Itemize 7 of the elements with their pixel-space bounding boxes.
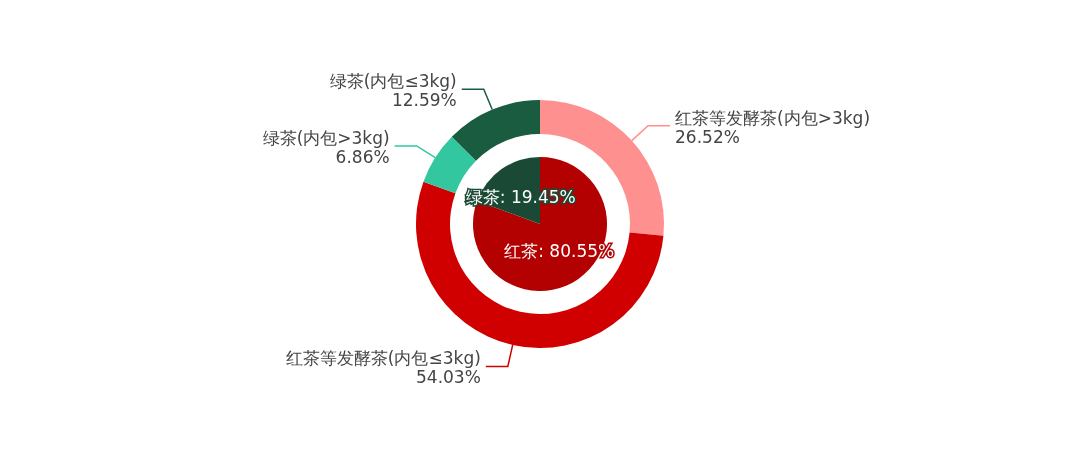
- data-label: 54.03%: [416, 367, 481, 388]
- slice-label: 红茶等发酵茶(内包>3kg): [675, 107, 871, 128]
- slice-label: 红茶等发酵茶(内包≤3kg): [285, 348, 481, 369]
- data-label: 12.59%: [391, 90, 457, 111]
- data-label: 26.52%: [675, 126, 740, 147]
- slice-label: 绿茶(内包>3kg): [262, 127, 390, 148]
- slice-label: 绿茶(内包≤3kg): [329, 71, 457, 92]
